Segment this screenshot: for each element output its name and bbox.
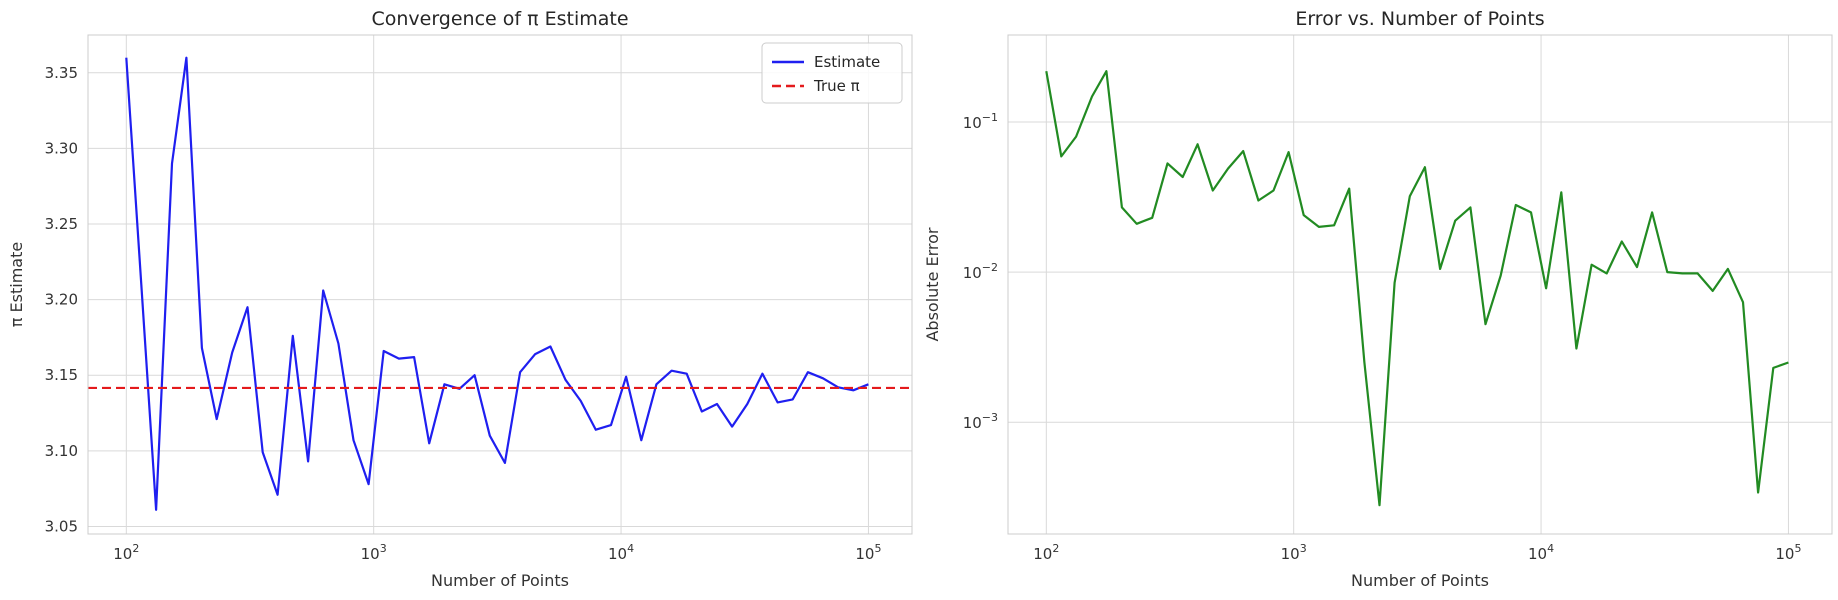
legend-label-true-pi: True π bbox=[813, 77, 860, 95]
x-axis-label: Number of Points bbox=[431, 571, 569, 590]
axes-frame bbox=[87, 34, 913, 535]
y-tick-label: 10−3 bbox=[963, 411, 998, 432]
y-tick-label: 10−1 bbox=[963, 111, 998, 132]
y-tick-label: 3.10 bbox=[45, 442, 78, 460]
y-tick-label: 3.35 bbox=[45, 64, 78, 82]
x-tick-label: 102 bbox=[113, 542, 139, 563]
x-tick-label: 104 bbox=[1528, 542, 1554, 563]
x-tick-label: 104 bbox=[608, 542, 634, 563]
x-axis-label: Number of Points bbox=[1351, 571, 1489, 590]
legend: Estimate True π bbox=[761, 42, 903, 104]
y-tick-label: 3.15 bbox=[45, 366, 78, 384]
axes-frame bbox=[1007, 34, 1833, 535]
x-tick-label: 103 bbox=[361, 542, 387, 563]
x-tick-label: 105 bbox=[1775, 542, 1801, 563]
y-axis-label: Absolute Error bbox=[923, 227, 942, 341]
legend-label-estimate: Estimate bbox=[814, 53, 880, 71]
chart-title: Convergence of π Estimate bbox=[371, 8, 628, 30]
y-tick-label: 10−2 bbox=[963, 261, 998, 282]
series-line bbox=[1045, 70, 1789, 507]
y-tick-label: 3.30 bbox=[45, 139, 78, 157]
y-axis-label: π Estimate bbox=[7, 242, 26, 327]
x-tick-label: 105 bbox=[855, 542, 881, 563]
y-tick-label: 3.05 bbox=[45, 517, 78, 535]
x-tick-label: 103 bbox=[1281, 542, 1307, 563]
y-tick-label: 3.20 bbox=[45, 291, 78, 309]
x-tick-label: 102 bbox=[1033, 542, 1059, 563]
error-chart: 102 103 104 105 10−1 10−2 10−3 Error vs. Numbe… bbox=[923, 8, 1833, 590]
series-line bbox=[125, 56, 869, 511]
legend-box bbox=[761, 42, 903, 104]
y-tick-label: 3.25 bbox=[45, 215, 78, 233]
convergence-chart: 102 103 104 105 3.05 3.10 3.15 3.20 3.25 3.30 3.35… bbox=[7, 8, 913, 590]
chart-title: Error vs. Number of Points bbox=[1295, 8, 1544, 30]
